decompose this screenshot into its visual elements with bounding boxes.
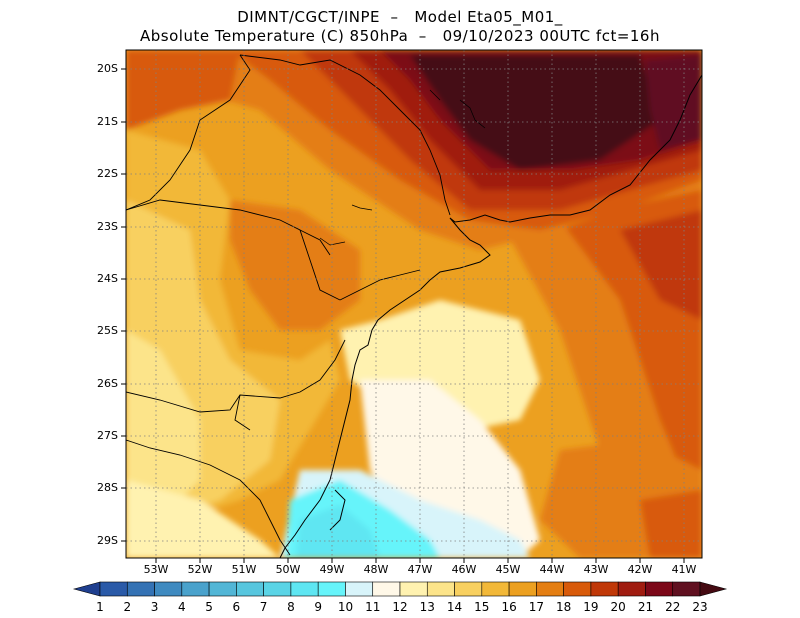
map-title-line-2: Absolute Temperature (C) 850hPa – 09/10/… (140, 27, 660, 45)
lat-label-21s: 21S (97, 115, 118, 128)
lat-label-26s: 26S (97, 377, 118, 390)
lon-label-51w: 51W (231, 563, 257, 576)
colorbar-label: 23 (692, 600, 708, 614)
colorbar-bin (399, 581, 428, 597)
lon-label-44w: 44W (539, 563, 565, 576)
colorbar-bin (317, 581, 346, 597)
lon-label-42w: 42W (627, 563, 653, 576)
colorbar-bin (372, 581, 401, 597)
colorbar-bin (508, 581, 537, 597)
lon-label-48w: 48W (363, 563, 389, 576)
temperature-field (126, 50, 702, 558)
colorbar-label: 16 (501, 600, 517, 614)
lon-label-53w: 53W (143, 563, 169, 576)
colorbar-bin (699, 581, 728, 597)
colorbar-bin (672, 581, 701, 597)
colorbar-label: 20 (610, 600, 626, 614)
colorbar-bin (454, 581, 483, 597)
lon-label-45w: 45W (495, 563, 521, 576)
lon-label-41w: 41W (671, 563, 697, 576)
lat-label-28s: 28S (97, 481, 118, 494)
colorbar-bin (590, 581, 619, 597)
colorbar-bin (208, 581, 237, 597)
colorbar-label: 10 (337, 600, 354, 614)
colorbar-label: 8 (287, 600, 295, 614)
colorbar-bin (536, 581, 564, 597)
colorbar-label: 4 (177, 600, 186, 614)
colorbar-bin (181, 581, 210, 597)
lat-label-22s: 22S (97, 167, 118, 180)
colorbar-bin (481, 581, 510, 597)
lon-label-43w: 43W (583, 563, 609, 576)
lakes (319, 89, 486, 246)
colorbar-bin (72, 581, 101, 597)
colorbar-label: 3 (150, 600, 159, 614)
colorbar-label: 18 (555, 600, 572, 614)
lat-label-27s: 27S (97, 429, 118, 442)
coastline (279, 74, 702, 558)
lon-label-49w: 49W (319, 563, 345, 576)
lat-lon-grid (126, 50, 702, 558)
boundary-lines (126, 54, 451, 556)
colorbar-label: 11 (365, 600, 381, 614)
colorbar-bin (345, 581, 374, 597)
colorbar-bin (263, 581, 292, 597)
lon-label-47w: 47W (407, 563, 433, 576)
colorbar-label: 13 (419, 600, 435, 614)
colorbar-label: 1 (96, 600, 104, 614)
colorbar-bin (154, 581, 183, 597)
colorbar-label: 9 (314, 600, 322, 614)
colorbar-label: 14 (446, 600, 463, 614)
colorbar-bin (617, 581, 646, 597)
colorbar-label: 6 (232, 600, 241, 614)
colorbar-bin (426, 581, 455, 597)
colorbar-label: 7 (259, 600, 268, 614)
colorbar-label: 5 (205, 600, 213, 614)
colorbar-bin (99, 581, 128, 597)
colorbar-label: 22 (665, 600, 681, 614)
colorbar-bin (126, 581, 155, 597)
colorbar-label: 21 (637, 600, 654, 614)
lon-label-50w: 50W (275, 563, 301, 576)
colorbar-label: 2 (123, 600, 132, 614)
map-title-line-1: DIMNT/CGCT/INPE – Model Eta05_M01_ (237, 8, 563, 26)
lat-label-23s: 23S (97, 220, 118, 233)
colorbar-bin (290, 581, 319, 597)
lat-label-20s: 20S (97, 62, 118, 75)
colorbar-label: 19 (583, 600, 599, 614)
colorbar (72, 581, 728, 597)
map-frame (125, 49, 703, 559)
colorbar-bin (563, 581, 592, 597)
colorbar-bin (236, 581, 264, 597)
colorbar-label: 15 (474, 600, 490, 614)
lat-label-29s: 29S (97, 534, 118, 547)
colorbar-bin (645, 581, 674, 597)
lon-label-52w: 52W (187, 563, 213, 576)
lat-label-25s: 25S (97, 324, 118, 337)
lat-label-24s: 24S (97, 272, 118, 285)
colorbar-label: 12 (392, 600, 408, 614)
lon-label-46w: 46W (451, 563, 477, 576)
axis-ticks (121, 68, 685, 563)
colorbar-label: 17 (528, 600, 544, 614)
